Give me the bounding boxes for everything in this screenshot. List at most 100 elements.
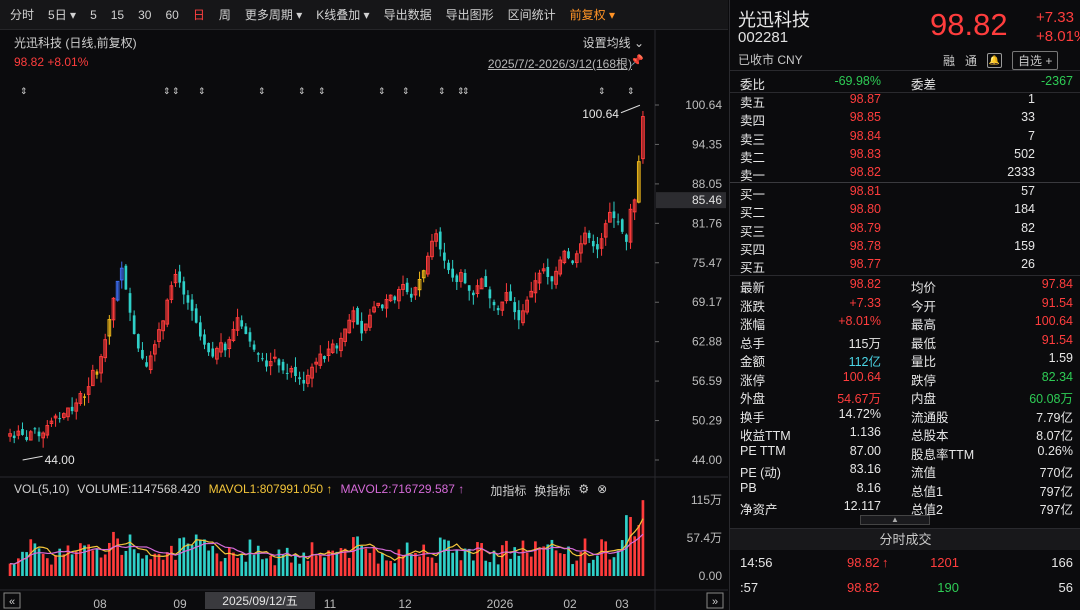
volume-bar [418, 556, 421, 576]
volume-bar [385, 560, 388, 576]
volume-bar [513, 547, 517, 576]
candle-body [596, 244, 599, 250]
x-axis-label: 03 [615, 597, 629, 610]
volume-bar [306, 560, 310, 576]
period-tab-7[interactable]: 周 [218, 8, 231, 22]
stat-row: 涨跌 +7.33 今开 91.54 [730, 296, 1080, 315]
period-tab-10[interactable]: 导出数据 [383, 8, 432, 22]
candle-body [53, 415, 58, 419]
volume-bar [186, 543, 190, 576]
weibi-value: -69.98% [834, 74, 881, 88]
volume-bar [443, 539, 446, 576]
candle-body [525, 299, 529, 313]
stat-label: 金额 [740, 355, 766, 369]
stock-tags: 融 通 🔔 自选 + [943, 51, 1059, 70]
period-tab-8[interactable]: 更多周期 ▾ [244, 8, 303, 22]
bids-row[interactable]: 买二 98.80 184 [730, 202, 1080, 221]
candle-body [244, 326, 248, 335]
candle-body [128, 293, 132, 313]
stat-value: 91.54 [1041, 295, 1073, 310]
stat-row: PB 8.16 总值1 797亿 [730, 481, 1080, 500]
bids-row[interactable]: 买一 98.81 57 [730, 184, 1080, 203]
asks-row[interactable]: 卖二 98.83 502 [730, 147, 1080, 166]
stat-value: 14.72% [838, 406, 881, 421]
volume-bar [318, 554, 322, 576]
asks-volume: 502 [1014, 146, 1035, 161]
asks-row[interactable]: 卖一 98.82 2333 [730, 165, 1080, 184]
candle-body [471, 292, 475, 296]
vol-indicator-name[interactable]: VOL(5,10) [14, 482, 70, 496]
add-indicator-button[interactable]: 加指标 [490, 484, 527, 498]
asks-row[interactable]: 卖四 98.85 33 [730, 110, 1080, 129]
candle-body [289, 367, 294, 373]
bids-row[interactable]: 买四 98.78 159 [730, 239, 1080, 258]
candle-body [603, 223, 608, 238]
pin-icon[interactable]: 📌 [630, 55, 644, 67]
period-tab-12[interactable]: 区间统计 [507, 8, 556, 22]
candle-body [136, 334, 140, 349]
gear-icon[interactable]: ⚙ [578, 482, 590, 496]
collapse-handle[interactable]: ▲ [860, 515, 930, 525]
switch-indicator-button[interactable]: 换指标 [534, 484, 571, 498]
stat-label: PE TTM [740, 443, 786, 458]
asks-volume: 1 [1028, 92, 1035, 106]
trade-time: 14:56 [740, 555, 773, 570]
kline-chart-area[interactable]: 光迅科技 (日线,前复权) 98.82 +8.01% 设置均线 ⌄ 2025/7… [0, 30, 728, 610]
period-tab-1[interactable]: 5日 ▾ [48, 8, 77, 22]
candle-body [115, 280, 120, 301]
volume-bar [554, 550, 558, 576]
candle-body [178, 271, 182, 283]
close-icon[interactable]: ⊗ [597, 482, 608, 496]
bids-label: 买四 [740, 242, 766, 257]
candle-body [268, 361, 273, 367]
volume-bar [124, 550, 128, 576]
stat-row: 总手 115万 最低 91.54 [730, 333, 1080, 352]
period-tab-0[interactable]: 分时 [10, 8, 35, 22]
stat-value: 98.82 [849, 277, 881, 291]
date-range-label[interactable]: 2025/7/2-2026/3/12(168根) [487, 57, 632, 71]
mavol1-value: MAVOL1:807991.050 ↑ [208, 482, 333, 496]
candle-body [235, 317, 240, 331]
volume-bar [190, 544, 194, 576]
volume-bar [409, 554, 413, 576]
stat-value: 1.136 [849, 425, 881, 439]
bids-row[interactable]: 买五 98.77 26 [730, 257, 1080, 276]
bids-row[interactable]: 买三 98.79 82 [730, 221, 1080, 240]
period-tab-2[interactable]: 5 [90, 7, 97, 22]
asks-row[interactable]: 卖三 98.84 7 [730, 129, 1080, 148]
volume-bar [459, 560, 463, 576]
volume-bar [12, 564, 16, 576]
candle-body [28, 431, 33, 441]
period-tab-9[interactable]: K线叠加 ▾ [316, 8, 370, 22]
candle-body [393, 296, 397, 301]
period-tab-6[interactable]: 日 [192, 8, 205, 22]
trades-title[interactable]: 分时成交 [730, 528, 1080, 550]
event-marker-icon: ⇕ [163, 86, 171, 96]
ma-setting-dropdown[interactable]: 设置均线 ⌄ [582, 36, 644, 50]
period-tab-3[interactable]: 15 [110, 7, 125, 22]
bids-label: 买一 [740, 188, 766, 202]
period-tab-13[interactable]: 前复权 ▾ [569, 8, 615, 22]
period-tab-5[interactable]: 60 [165, 7, 179, 22]
candlestick-chart[interactable]: 100.64 94.35 88.05 81.76 75.47 69.17 62.88 56.5… [0, 30, 728, 610]
volume-bar [33, 543, 37, 576]
price-tick-label: 50.29 [692, 414, 722, 428]
volume-bar [310, 542, 314, 576]
bell-icon[interactable]: 🔔 [987, 53, 1003, 68]
asks-row[interactable]: 卖五 98.87 1 [730, 92, 1080, 111]
volume-bar [534, 541, 537, 576]
add-favorite-button[interactable]: 自选 + [1012, 51, 1059, 70]
volume-bar [335, 551, 339, 576]
candle-body [145, 362, 148, 367]
event-marker-icon: ⇕ [627, 86, 635, 96]
volume-bar [219, 561, 223, 576]
volume-bar [132, 549, 136, 576]
period-tab-4[interactable]: 30 [138, 7, 152, 22]
candle-body [616, 221, 620, 223]
asks-label: 卖三 [740, 132, 766, 147]
volume-bar [207, 550, 210, 576]
trade-volume: 190 [937, 580, 959, 595]
period-tab-11[interactable]: 导出图形 [445, 8, 494, 22]
volume-bar [550, 539, 554, 576]
volume-bar [29, 539, 33, 576]
